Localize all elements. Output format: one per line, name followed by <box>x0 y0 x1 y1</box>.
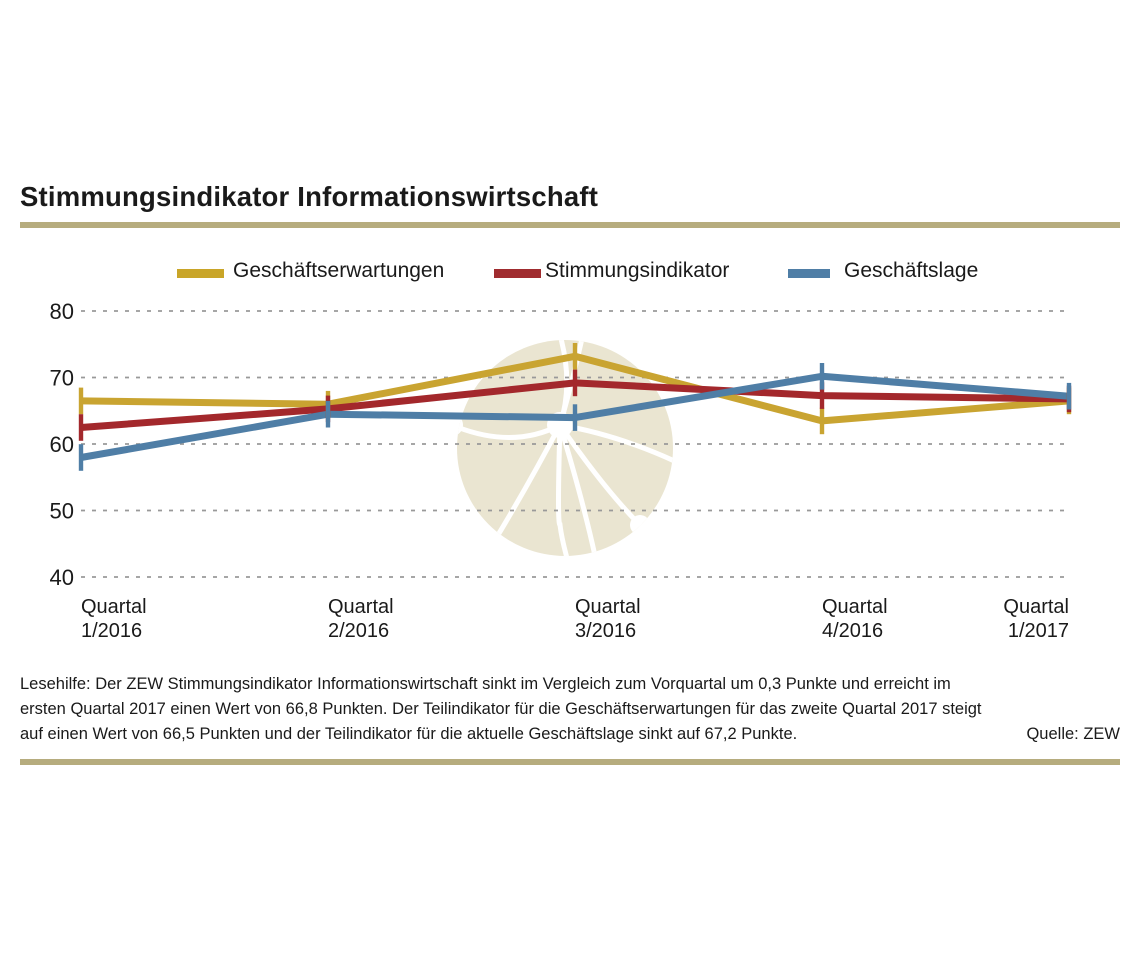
svg-text:2/2016: 2/2016 <box>328 620 389 642</box>
svg-text:Quartal: Quartal <box>1003 596 1069 618</box>
svg-text:70: 70 <box>50 366 74 391</box>
svg-text:Quartal: Quartal <box>822 596 888 618</box>
svg-text:80: 80 <box>50 299 74 324</box>
svg-text:50: 50 <box>50 499 74 524</box>
svg-text:60: 60 <box>50 432 74 457</box>
svg-text:Quartal: Quartal <box>81 596 147 618</box>
svg-text:40: 40 <box>50 565 74 590</box>
svg-text:1/2017: 1/2017 <box>1008 620 1069 642</box>
svg-text:4/2016: 4/2016 <box>822 620 883 642</box>
svg-text:Quartal: Quartal <box>575 596 641 618</box>
svg-text:Quartal: Quartal <box>328 596 394 618</box>
svg-text:3/2016: 3/2016 <box>575 620 636 642</box>
svg-text:1/2016: 1/2016 <box>81 620 142 642</box>
